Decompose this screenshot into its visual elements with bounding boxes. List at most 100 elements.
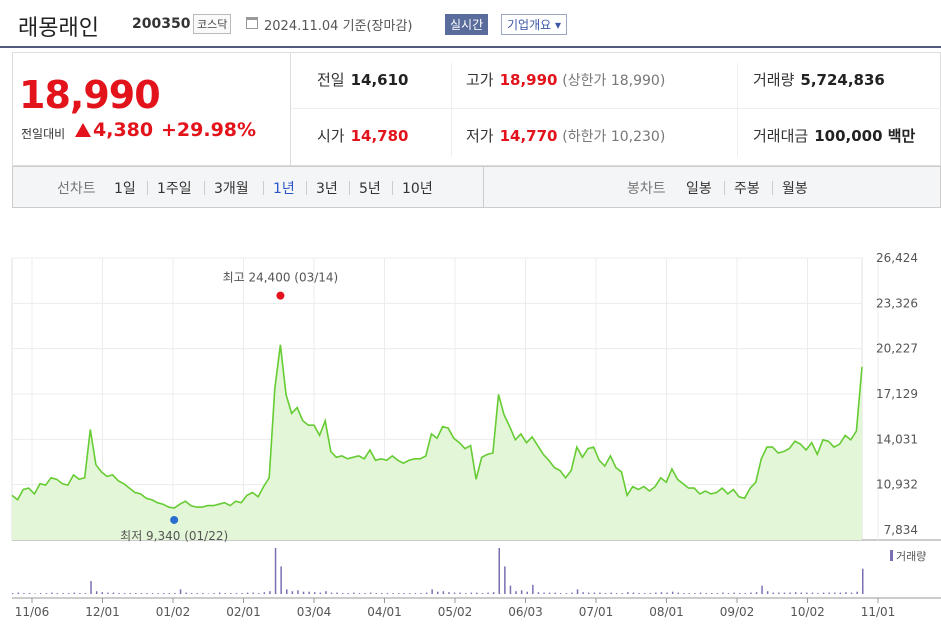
stock-name: 래몽래인 — [18, 16, 99, 41]
tab-1w[interactable]: 1주일 — [157, 181, 192, 197]
volume-bar — [705, 593, 707, 594]
volume-bar — [593, 592, 596, 594]
company-overview-dropdown[interactable]: 기업개요 ▾ — [501, 14, 567, 35]
volume-bar — [588, 592, 590, 594]
volume-bar — [811, 592, 814, 594]
x-tick-label: 02/01 — [226, 605, 261, 619]
volume-bar — [90, 581, 92, 594]
tabs-divider — [483, 167, 484, 207]
volume-bar — [543, 592, 545, 594]
volume-bar — [828, 592, 830, 594]
tab-1y[interactable]: 1년 — [273, 181, 295, 197]
volume-legend-swatch — [890, 550, 893, 561]
divider — [451, 63, 452, 157]
volume-bar — [789, 592, 791, 594]
volume-bar — [431, 589, 433, 594]
y-tick-label: 26,424 — [876, 251, 918, 265]
volume-bar — [755, 592, 758, 594]
tab-3y[interactable]: 3년 — [316, 181, 338, 197]
volume-bar — [51, 592, 53, 594]
price-change-percent: +29.98% — [161, 119, 257, 141]
y-tick-label: 7,834 — [884, 523, 918, 537]
volume-bar — [722, 592, 724, 594]
as-of-date: 2024.11.04 기준(장마감) — [264, 19, 413, 34]
volume-bar — [347, 593, 349, 594]
volume-bar — [420, 593, 422, 594]
volume-legend-label: 거래량 — [896, 550, 926, 563]
volume-bar — [151, 593, 154, 594]
price-line — [11, 344, 863, 509]
x-tick-label: 07/01 — [579, 605, 614, 619]
x-tick-label: 06/03 — [508, 605, 543, 619]
volume-bar — [246, 592, 249, 594]
tab-weekly[interactable]: 주봉 — [734, 181, 760, 197]
tab-1d[interactable]: 1일 — [114, 181, 136, 197]
market-badge: 코스닥 — [193, 14, 232, 34]
volume-bar — [817, 593, 819, 594]
y-tick-label: 10,932 — [876, 478, 918, 492]
tab-separator — [392, 181, 393, 195]
volume-bar — [794, 592, 797, 594]
stock-code: 200350 — [132, 16, 191, 32]
volume-bar — [453, 592, 456, 594]
tab-separator — [306, 181, 307, 195]
up-arrow-icon — [75, 123, 91, 137]
stats-row: 시가 14,780 저가 14,770 (하한가 10,230) 거래대금 100,0… — [291, 109, 941, 165]
volume-bar — [526, 591, 528, 594]
y-axis-ticks: 26,424 23,326 20,227 17,129 14,031 10,932 7,83… — [876, 251, 918, 537]
tab-daily[interactable]: 일봉 — [686, 181, 712, 197]
realtime-button[interactable]: 실시간 — [445, 14, 489, 35]
volume-bar — [565, 593, 568, 594]
volume-bar — [325, 591, 327, 594]
price-area-fill — [12, 344, 862, 540]
volume-bar — [314, 592, 316, 594]
volume-bar — [129, 593, 131, 594]
calendar-icon — [246, 17, 258, 29]
volume-bar — [386, 593, 389, 594]
volume-bar — [850, 592, 853, 594]
volume-bar — [683, 593, 685, 594]
volume-bar — [599, 592, 601, 594]
tab-monthly[interactable]: 월봉 — [782, 181, 808, 197]
volume-bar — [341, 593, 344, 594]
volume-bar — [330, 592, 333, 594]
volume-bar — [576, 589, 579, 594]
tab-10y[interactable]: 10년 — [402, 181, 433, 197]
volume-bar — [800, 592, 802, 594]
volume-bar — [694, 593, 696, 594]
volume-bar — [571, 592, 573, 594]
volume-bar — [302, 591, 305, 594]
volume-bar — [504, 566, 506, 594]
volume-bar — [520, 590, 523, 594]
volume-bar — [67, 593, 70, 594]
volume-bar — [280, 566, 282, 594]
volume-bar — [185, 592, 187, 594]
volume-bar — [509, 585, 512, 594]
volume-bar — [409, 593, 411, 594]
volume-bar — [476, 592, 478, 594]
volume-bar — [28, 593, 31, 594]
volume-bar — [465, 593, 467, 594]
tab-separator — [772, 181, 773, 195]
volume-bar — [699, 592, 702, 594]
x-tick-label: 04/01 — [367, 605, 402, 619]
volume-bar — [179, 589, 182, 594]
volume-bar — [778, 592, 780, 594]
volume-bar — [241, 593, 243, 594]
volume-bar — [34, 593, 36, 594]
volume-bar — [660, 592, 663, 594]
tab-5y[interactable]: 5년 — [359, 181, 381, 197]
volume-bar — [515, 591, 517, 594]
volume-bar — [224, 593, 226, 594]
volume-bar — [135, 593, 137, 594]
volume-bar — [414, 593, 417, 594]
volume-bar — [492, 592, 495, 594]
tab-3m[interactable]: 3개월 — [214, 181, 249, 197]
y-tick-label: 20,227 — [876, 342, 918, 356]
volume-bar — [79, 593, 81, 594]
volume-bar — [554, 592, 556, 594]
prev-close: 전일 14,610 — [317, 71, 409, 89]
volume-bar — [291, 591, 294, 594]
volume-bar — [202, 593, 204, 594]
